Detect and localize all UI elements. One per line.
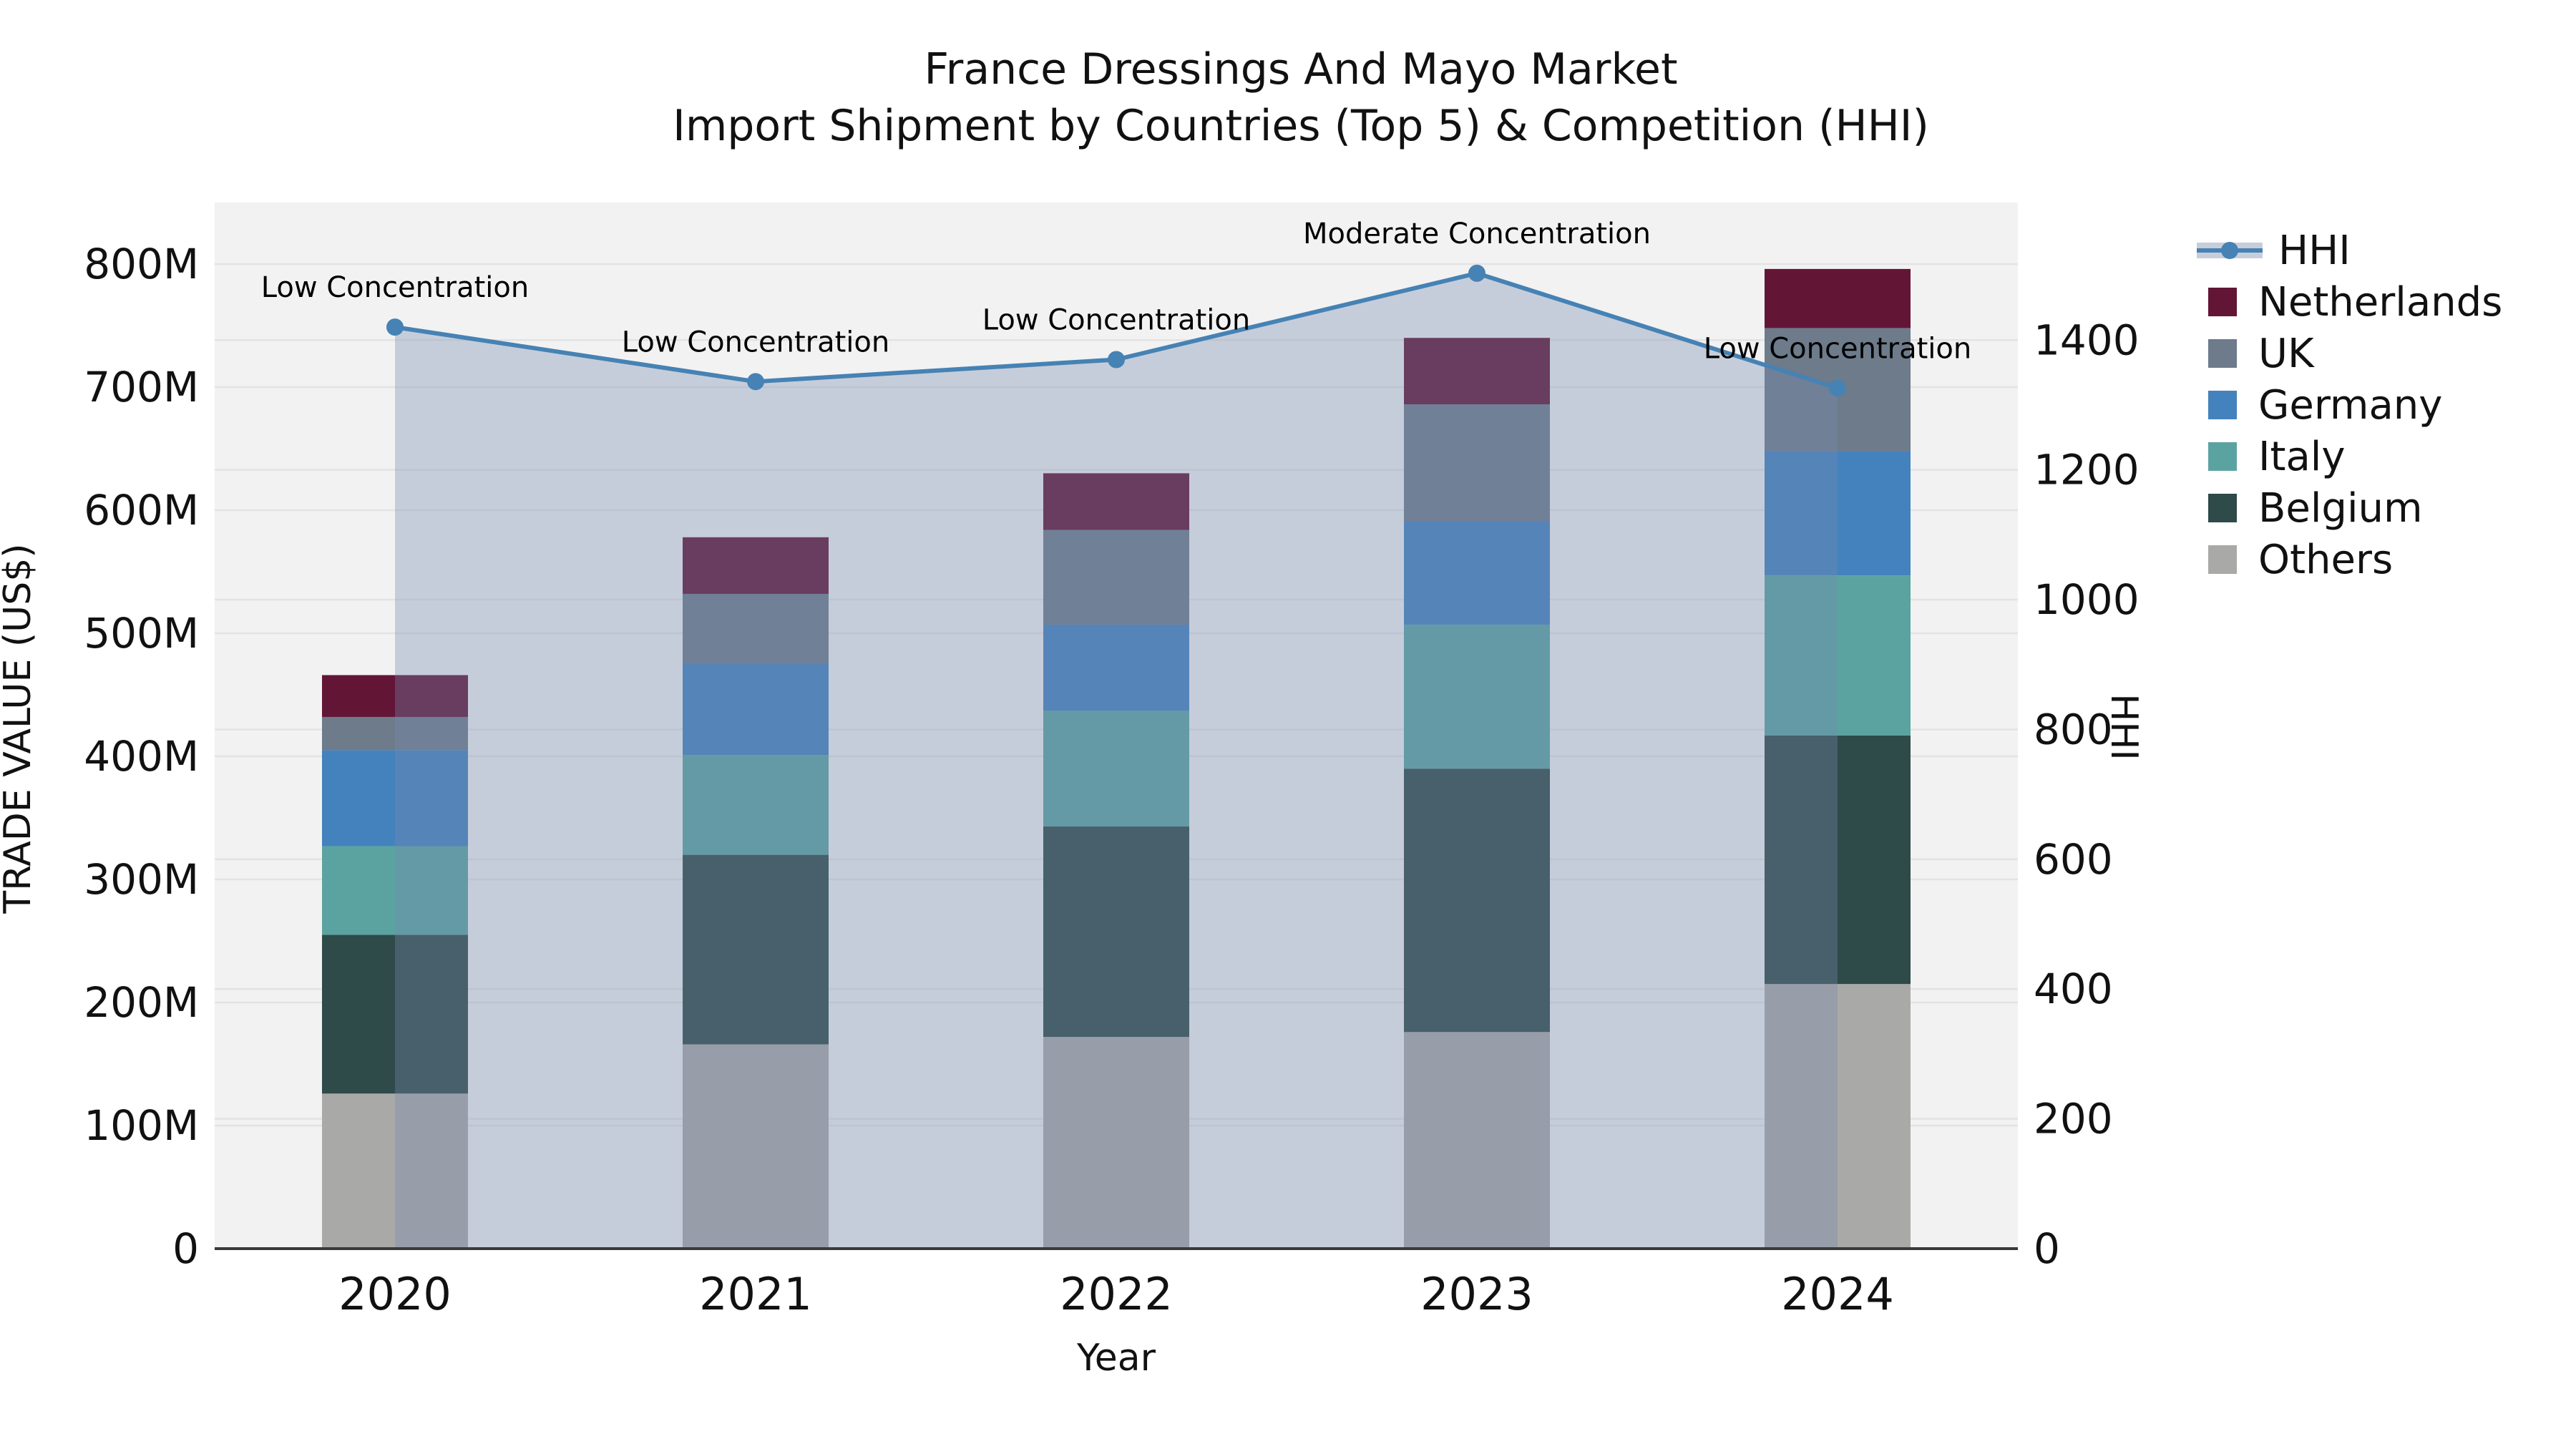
y-tick-left: 800M bbox=[84, 240, 199, 288]
chart-title-block: France Dressings And Mayo Market Import … bbox=[26, 42, 2576, 155]
bar-segment-2020-netherlands bbox=[322, 675, 468, 717]
x-tick-2022: 2022 bbox=[1060, 1268, 1173, 1320]
legend-item-netherlands: Netherlands bbox=[2208, 276, 2502, 328]
legend-label-italy: Italy bbox=[2258, 433, 2346, 480]
bar-segment-2022-germany bbox=[1043, 624, 1189, 711]
chart-title: France Dressings And Mayo Market bbox=[924, 44, 1678, 94]
hhi-marker-2022 bbox=[1108, 351, 1125, 369]
x-tick-2020: 2020 bbox=[338, 1268, 452, 1320]
bar-segment-2021-others bbox=[683, 1044, 829, 1249]
y-tick-left: 400M bbox=[84, 732, 199, 781]
bar-segment-2020-belgium bbox=[322, 935, 468, 1094]
legend: HHI Netherlands UK Germany Italy Belgium Other… bbox=[2197, 225, 2502, 585]
bar-segment-2022-italy bbox=[1043, 711, 1189, 827]
legend-item-uk: UK bbox=[2208, 328, 2502, 379]
bar-segment-2022-others bbox=[1043, 1037, 1189, 1249]
legend-swatch-germany bbox=[2208, 391, 2237, 419]
x-tick-2024: 2024 bbox=[1781, 1268, 1894, 1320]
x-tick-2021: 2021 bbox=[699, 1268, 812, 1320]
y-tick-right: 800 bbox=[2034, 705, 2113, 753]
legend-swatch-others bbox=[2208, 545, 2237, 574]
legend-swatch-belgium bbox=[2208, 494, 2237, 522]
legend-item-hhi: HHI bbox=[2197, 225, 2502, 276]
legend-label-uk: UK bbox=[2258, 330, 2314, 377]
hhi-line-swatch-icon bbox=[2197, 242, 2263, 259]
y-tick-right: 600 bbox=[2034, 835, 2113, 884]
y-tick-right: 1000 bbox=[2034, 575, 2140, 624]
y-tick-left: 200M bbox=[84, 978, 199, 1027]
annotation-2022: Low Concentration bbox=[982, 303, 1250, 336]
legend-label-hhi: HHI bbox=[2278, 227, 2351, 274]
legend-label-others: Others bbox=[2258, 536, 2394, 583]
bar-segment-2023-netherlands bbox=[1404, 338, 1550, 405]
legend-item-others: Others bbox=[2208, 534, 2502, 585]
y-tick-left: 500M bbox=[84, 609, 199, 658]
y-tick-left: 700M bbox=[84, 363, 199, 411]
bar-segment-2024-italy bbox=[1765, 575, 1911, 736]
bar-segment-2024-belgium bbox=[1765, 735, 1911, 985]
annotation-2020: Low Concentration bbox=[261, 271, 529, 304]
legend-item-italy: Italy bbox=[2208, 431, 2502, 482]
x-tick-2023: 2023 bbox=[1420, 1268, 1533, 1320]
legend-swatch-netherlands bbox=[2208, 288, 2237, 316]
y-axis-label-left: TRADE VALUE (US$) bbox=[0, 543, 39, 914]
y-tick-left: 300M bbox=[84, 855, 199, 904]
legend-item-germany: Germany bbox=[2208, 379, 2502, 431]
annotation-2024: Low Concentration bbox=[1704, 332, 1971, 365]
bar-segment-2021-belgium bbox=[683, 854, 829, 1045]
legend-swatch-uk bbox=[2208, 339, 2237, 368]
bar-segment-2020-italy bbox=[322, 846, 468, 935]
annotation-2021: Low Concentration bbox=[622, 326, 889, 358]
hhi-marker-2023 bbox=[1468, 264, 1485, 282]
legend-label-netherlands: Netherlands bbox=[2258, 278, 2503, 326]
bar-segment-2022-belgium bbox=[1043, 826, 1189, 1038]
bar-segment-2020-others bbox=[322, 1093, 468, 1249]
legend-item-belgium: Belgium bbox=[2208, 482, 2502, 534]
y-axis-label-right: HHI bbox=[2102, 693, 2145, 761]
hhi-marker-2020 bbox=[386, 318, 404, 336]
y-tick-right: 1200 bbox=[2034, 446, 2140, 494]
bar-segment-2021-uk bbox=[683, 593, 829, 664]
y-tick-right: 200 bbox=[2034, 1095, 2113, 1143]
hhi-marker-2021 bbox=[747, 373, 764, 391]
bar-segment-2022-netherlands bbox=[1043, 473, 1189, 530]
y-tick-left: 0 bbox=[172, 1224, 199, 1273]
bar-segment-2020-germany bbox=[322, 750, 468, 847]
bar-segment-2021-netherlands bbox=[683, 537, 829, 594]
hhi-marker-2024 bbox=[1829, 379, 1846, 397]
bar-segment-2023-italy bbox=[1404, 624, 1550, 769]
bar-segment-2021-germany bbox=[683, 664, 829, 756]
hhi-marker-icon bbox=[2221, 242, 2238, 259]
y-tick-left: 100M bbox=[84, 1101, 199, 1150]
hhi-area-fill bbox=[395, 273, 1838, 1249]
bar-segment-2021-italy bbox=[683, 755, 829, 855]
y-tick-right: 400 bbox=[2034, 965, 2113, 1013]
legend-label-germany: Germany bbox=[2258, 381, 2443, 429]
bar-segment-2023-germany bbox=[1404, 521, 1550, 625]
y-tick-left: 600M bbox=[84, 486, 199, 535]
bar-segment-2023-others bbox=[1404, 1032, 1550, 1249]
x-axis-label: Year bbox=[1076, 1337, 1156, 1380]
bar-segment-2020-uk bbox=[322, 716, 468, 751]
legend-label-belgium: Belgium bbox=[2258, 484, 2423, 532]
legend-swatch-italy bbox=[2208, 442, 2237, 471]
chart-subtitle: Import Shipment by Countries (Top 5) & C… bbox=[673, 101, 1929, 152]
y-tick-right: 0 bbox=[2034, 1224, 2060, 1273]
bar-segment-2024-germany bbox=[1765, 451, 1911, 576]
y-tick-right: 1400 bbox=[2034, 316, 2140, 364]
bar-segment-2022-uk bbox=[1043, 530, 1189, 625]
bar-segment-2023-uk bbox=[1404, 404, 1550, 522]
bar-segment-2024-others bbox=[1765, 984, 1911, 1249]
annotation-2023: Moderate Concentration bbox=[1303, 218, 1651, 250]
bar-segment-2024-netherlands bbox=[1765, 268, 1911, 328]
bar-segment-2023-belgium bbox=[1404, 769, 1550, 1033]
